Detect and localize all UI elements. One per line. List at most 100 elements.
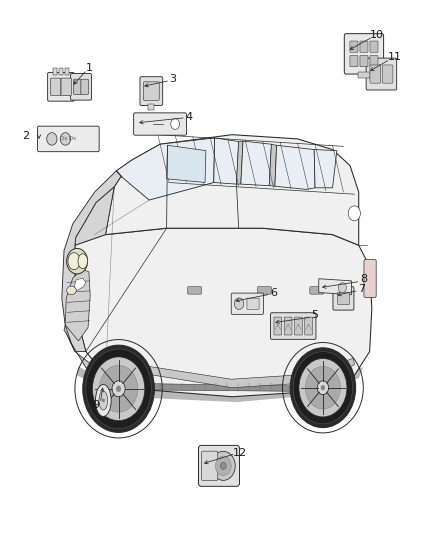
Circle shape bbox=[348, 206, 360, 221]
FancyBboxPatch shape bbox=[360, 55, 368, 67]
Circle shape bbox=[220, 463, 226, 470]
Polygon shape bbox=[135, 383, 308, 391]
FancyBboxPatch shape bbox=[247, 298, 259, 309]
Polygon shape bbox=[64, 325, 106, 381]
Circle shape bbox=[92, 357, 145, 421]
FancyBboxPatch shape bbox=[38, 126, 99, 152]
Text: 12: 12 bbox=[233, 448, 247, 457]
Polygon shape bbox=[269, 144, 277, 186]
Polygon shape bbox=[314, 150, 337, 188]
Circle shape bbox=[112, 381, 125, 397]
FancyBboxPatch shape bbox=[294, 317, 302, 335]
Polygon shape bbox=[166, 146, 206, 182]
Polygon shape bbox=[275, 146, 315, 189]
FancyBboxPatch shape bbox=[370, 65, 381, 83]
Circle shape bbox=[47, 133, 57, 145]
Polygon shape bbox=[105, 358, 354, 387]
FancyBboxPatch shape bbox=[74, 79, 81, 94]
FancyBboxPatch shape bbox=[305, 317, 312, 335]
FancyBboxPatch shape bbox=[71, 74, 92, 100]
Ellipse shape bbox=[78, 254, 88, 269]
FancyBboxPatch shape bbox=[187, 287, 201, 294]
FancyBboxPatch shape bbox=[81, 79, 88, 94]
Circle shape bbox=[171, 119, 180, 130]
Polygon shape bbox=[65, 269, 90, 341]
FancyBboxPatch shape bbox=[284, 317, 292, 335]
Text: 1: 1 bbox=[86, 63, 93, 73]
Circle shape bbox=[83, 345, 154, 432]
FancyBboxPatch shape bbox=[350, 41, 358, 52]
Circle shape bbox=[299, 359, 347, 417]
Text: 6: 6 bbox=[270, 287, 277, 297]
Circle shape bbox=[305, 367, 340, 409]
FancyBboxPatch shape bbox=[258, 287, 272, 294]
FancyBboxPatch shape bbox=[274, 317, 282, 335]
Polygon shape bbox=[319, 279, 352, 295]
Bar bbox=[59, 68, 63, 75]
FancyBboxPatch shape bbox=[333, 287, 354, 310]
Polygon shape bbox=[106, 135, 359, 245]
FancyBboxPatch shape bbox=[198, 446, 240, 486]
Ellipse shape bbox=[95, 384, 111, 416]
FancyBboxPatch shape bbox=[271, 313, 316, 340]
FancyBboxPatch shape bbox=[360, 41, 368, 52]
Circle shape bbox=[99, 366, 138, 412]
Text: 3: 3 bbox=[169, 74, 176, 84]
FancyBboxPatch shape bbox=[134, 113, 187, 135]
Polygon shape bbox=[75, 228, 372, 397]
Polygon shape bbox=[214, 138, 239, 184]
Polygon shape bbox=[237, 141, 243, 184]
Polygon shape bbox=[241, 141, 272, 185]
Circle shape bbox=[338, 283, 346, 293]
FancyBboxPatch shape bbox=[143, 82, 159, 100]
Text: 9: 9 bbox=[92, 400, 99, 410]
Circle shape bbox=[293, 352, 353, 424]
FancyBboxPatch shape bbox=[61, 78, 71, 95]
FancyBboxPatch shape bbox=[350, 55, 358, 67]
FancyBboxPatch shape bbox=[364, 260, 376, 297]
Text: 8: 8 bbox=[360, 274, 367, 284]
Circle shape bbox=[321, 385, 325, 390]
Polygon shape bbox=[117, 138, 215, 200]
Ellipse shape bbox=[68, 253, 80, 270]
FancyBboxPatch shape bbox=[201, 451, 218, 481]
Text: 10: 10 bbox=[370, 30, 384, 40]
Ellipse shape bbox=[67, 286, 76, 295]
Polygon shape bbox=[62, 160, 132, 352]
Circle shape bbox=[290, 348, 356, 427]
Circle shape bbox=[215, 456, 231, 475]
Circle shape bbox=[317, 381, 328, 394]
Circle shape bbox=[86, 349, 151, 429]
Circle shape bbox=[116, 385, 121, 392]
FancyBboxPatch shape bbox=[344, 34, 384, 74]
Bar bbox=[357, 72, 371, 78]
FancyBboxPatch shape bbox=[231, 293, 264, 314]
Circle shape bbox=[212, 451, 235, 480]
Polygon shape bbox=[75, 187, 114, 245]
Ellipse shape bbox=[67, 248, 88, 274]
Text: 4: 4 bbox=[186, 111, 193, 122]
FancyBboxPatch shape bbox=[366, 58, 397, 90]
FancyBboxPatch shape bbox=[48, 72, 74, 101]
Circle shape bbox=[60, 133, 71, 145]
Circle shape bbox=[234, 298, 244, 310]
Text: 2: 2 bbox=[22, 131, 30, 141]
Text: 7: 7 bbox=[358, 284, 365, 294]
FancyBboxPatch shape bbox=[382, 65, 393, 83]
FancyBboxPatch shape bbox=[338, 292, 350, 304]
Text: Ds Ds: Ds Ds bbox=[60, 136, 76, 141]
Polygon shape bbox=[74, 278, 86, 290]
FancyBboxPatch shape bbox=[50, 78, 61, 95]
Bar bbox=[53, 68, 57, 75]
Text: 11: 11 bbox=[388, 52, 402, 62]
FancyBboxPatch shape bbox=[140, 77, 162, 106]
FancyBboxPatch shape bbox=[310, 287, 324, 294]
Polygon shape bbox=[77, 367, 363, 402]
FancyBboxPatch shape bbox=[370, 41, 378, 52]
Bar bbox=[65, 68, 69, 75]
Ellipse shape bbox=[99, 391, 108, 410]
FancyBboxPatch shape bbox=[370, 55, 378, 67]
Text: 5: 5 bbox=[311, 310, 318, 320]
Circle shape bbox=[102, 399, 105, 402]
Bar bbox=[148, 104, 154, 110]
